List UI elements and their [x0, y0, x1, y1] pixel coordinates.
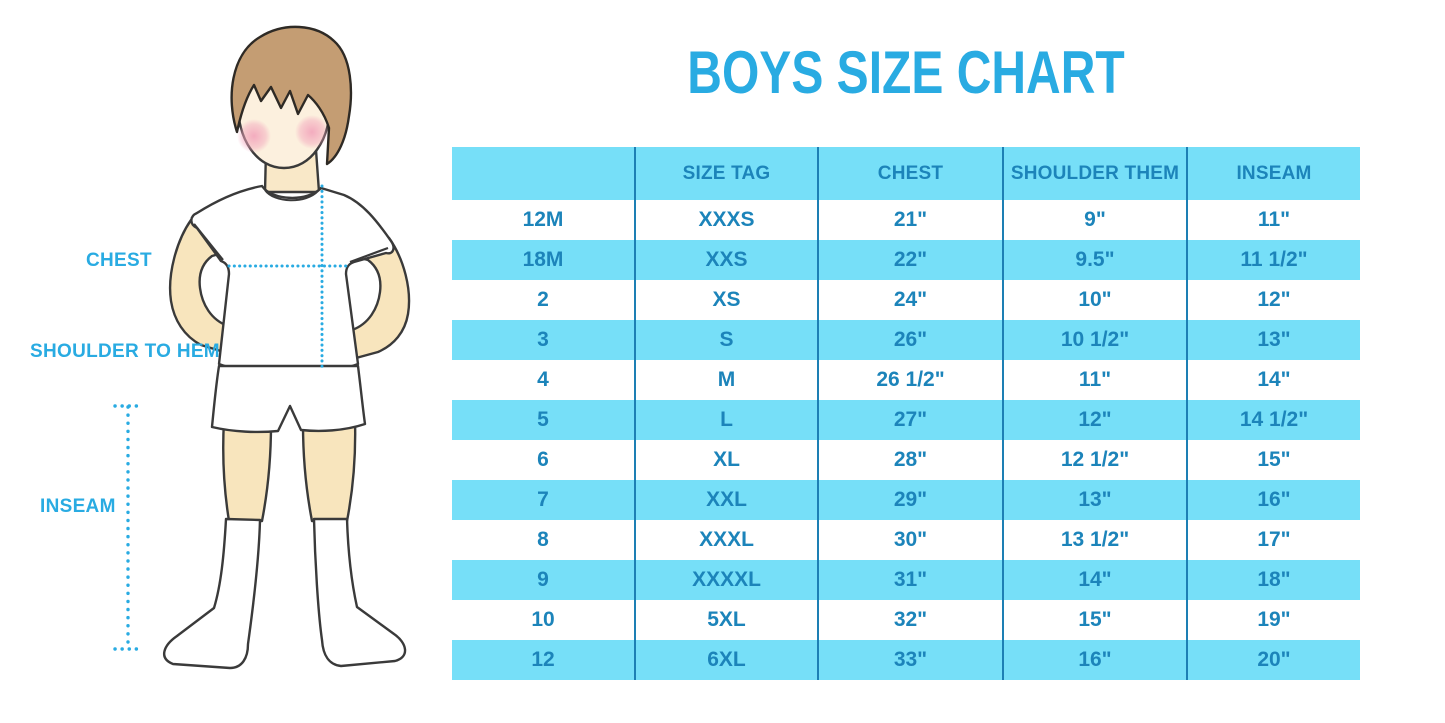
row-size-label: 18M	[452, 240, 634, 280]
table-cell: 21"	[817, 200, 1002, 240]
table-row: 4 M 26 1/2" 11" 14"	[452, 360, 1360, 400]
boy-measurement-illustration	[113, 25, 411, 670]
table-row: 18M XXS 22" 9.5" 11 1/2"	[452, 240, 1360, 280]
row-size-label: 8	[452, 520, 634, 560]
row-size-label: 6	[452, 440, 634, 480]
table-cell: 29"	[817, 480, 1002, 520]
table-cell: 10"	[1002, 280, 1186, 320]
table-cell: 26 1/2"	[817, 360, 1002, 400]
table-cell: 19"	[1186, 600, 1360, 640]
table-cell: 11"	[1186, 200, 1360, 240]
table-cell: 12"	[1002, 400, 1186, 440]
table-cell: 14 1/2"	[1186, 400, 1360, 440]
table-cell: 9"	[1002, 200, 1186, 240]
table-row: 8 XXXL 30" 13 1/2" 17"	[452, 520, 1360, 560]
chest-label: CHEST	[86, 250, 152, 271]
table-cell: XXXXL	[634, 560, 817, 600]
boy-hair	[230, 25, 353, 166]
table-cell: 13 1/2"	[1002, 520, 1186, 560]
table-cell: 16"	[1002, 640, 1186, 680]
table-cell: M	[634, 360, 817, 400]
inseam-label: INSEAM	[40, 496, 116, 517]
table-cell: S	[634, 320, 817, 360]
table-cell: 31"	[817, 560, 1002, 600]
table-cell: 30"	[817, 520, 1002, 560]
column-header: CHEST	[817, 147, 1002, 200]
table-cell: 32"	[817, 600, 1002, 640]
table-cell: 12"	[1186, 280, 1360, 320]
boy-collar	[264, 189, 319, 202]
table-header-row: SIZE TAG CHEST SHOULDER THEM INSEAM	[452, 147, 1360, 200]
size-table: SIZE TAG CHEST SHOULDER THEM INSEAM 12M XXXS 2…	[452, 147, 1360, 680]
boy-right-sleeve-hem	[349, 246, 389, 264]
table-cell: 9.5"	[1002, 240, 1186, 280]
table-row: 2 XS 24" 10" 12"	[452, 280, 1360, 320]
table-row: 10 5XL 32" 15" 19"	[452, 600, 1360, 640]
table-row: 7 XXL 29" 13" 16"	[452, 480, 1360, 520]
measurement-guides	[113, 184, 349, 651]
boy-left-sleeve-hem	[193, 223, 224, 261]
table-cell: XXL	[634, 480, 817, 520]
table-cell: 11 1/2"	[1186, 240, 1360, 280]
table-cell: XS	[634, 280, 817, 320]
table-row: 9 XXXXL 31" 14" 18"	[452, 560, 1360, 600]
table-cell: 6XL	[634, 640, 817, 680]
table-cell: XXXL	[634, 520, 817, 560]
table-cell: L	[634, 400, 817, 440]
boy-cheek-right	[295, 115, 329, 149]
table-cell: 20"	[1186, 640, 1360, 680]
table-cell: 26"	[817, 320, 1002, 360]
shoulder-to-hem-label: SHOULDER TO HEM	[30, 341, 220, 362]
table-row: 5 L 27" 12" 14 1/2"	[452, 400, 1360, 440]
boy-right-thigh	[301, 418, 357, 523]
table-cell: 13"	[1186, 320, 1360, 360]
table-row: 12 6XL 33" 16" 20"	[452, 640, 1360, 680]
column-header: INSEAM	[1186, 147, 1360, 200]
row-size-label: 3	[452, 320, 634, 360]
table-cell: 13"	[1002, 480, 1186, 520]
table-cell: 33"	[817, 640, 1002, 680]
row-size-label: 12	[452, 640, 634, 680]
table-cell: 18"	[1186, 560, 1360, 600]
boy-left-sock	[163, 517, 262, 670]
row-size-label: 4	[452, 360, 634, 400]
row-size-label: 7	[452, 480, 634, 520]
boy-left-thigh	[222, 418, 273, 523]
boy-tshirt	[190, 184, 395, 375]
table-row: 6 XL 28" 12 1/2" 15"	[452, 440, 1360, 480]
column-header: SIZE TAG	[634, 147, 817, 200]
table-cell: 16"	[1186, 480, 1360, 520]
table-cell: 15"	[1002, 600, 1186, 640]
column-header	[452, 147, 634, 200]
row-size-label: 9	[452, 560, 634, 600]
boy-shorts	[210, 364, 367, 434]
table-cell: XL	[634, 440, 817, 480]
table-cell: 14"	[1186, 360, 1360, 400]
boy-right-sock	[312, 517, 407, 668]
row-size-label: 10	[452, 600, 634, 640]
table-cell: 12 1/2"	[1002, 440, 1186, 480]
table-cell: 15"	[1186, 440, 1360, 480]
row-size-label: 2	[452, 280, 634, 320]
boy-cheek-left	[237, 119, 271, 153]
column-header: SHOULDER THEM	[1002, 147, 1186, 200]
row-size-label: 12M	[452, 200, 634, 240]
row-size-label: 5	[452, 400, 634, 440]
table-cell: XXXS	[634, 200, 817, 240]
table-cell: 11"	[1002, 360, 1186, 400]
table-cell: 24"	[817, 280, 1002, 320]
table-cell: 28"	[817, 440, 1002, 480]
table-cell: 5XL	[634, 600, 817, 640]
table-cell: 10 1/2"	[1002, 320, 1186, 360]
table-row: 3 S 26" 10 1/2" 13"	[452, 320, 1360, 360]
table-cell: XXS	[634, 240, 817, 280]
table-row: 12M XXXS 21" 9" 11"	[452, 200, 1360, 240]
table-cell: 17"	[1186, 520, 1360, 560]
table-cell: 22"	[817, 240, 1002, 280]
page-title: BOYS SIZE CHART	[687, 39, 1125, 106]
table-cell: 27"	[817, 400, 1002, 440]
table-cell: 14"	[1002, 560, 1186, 600]
